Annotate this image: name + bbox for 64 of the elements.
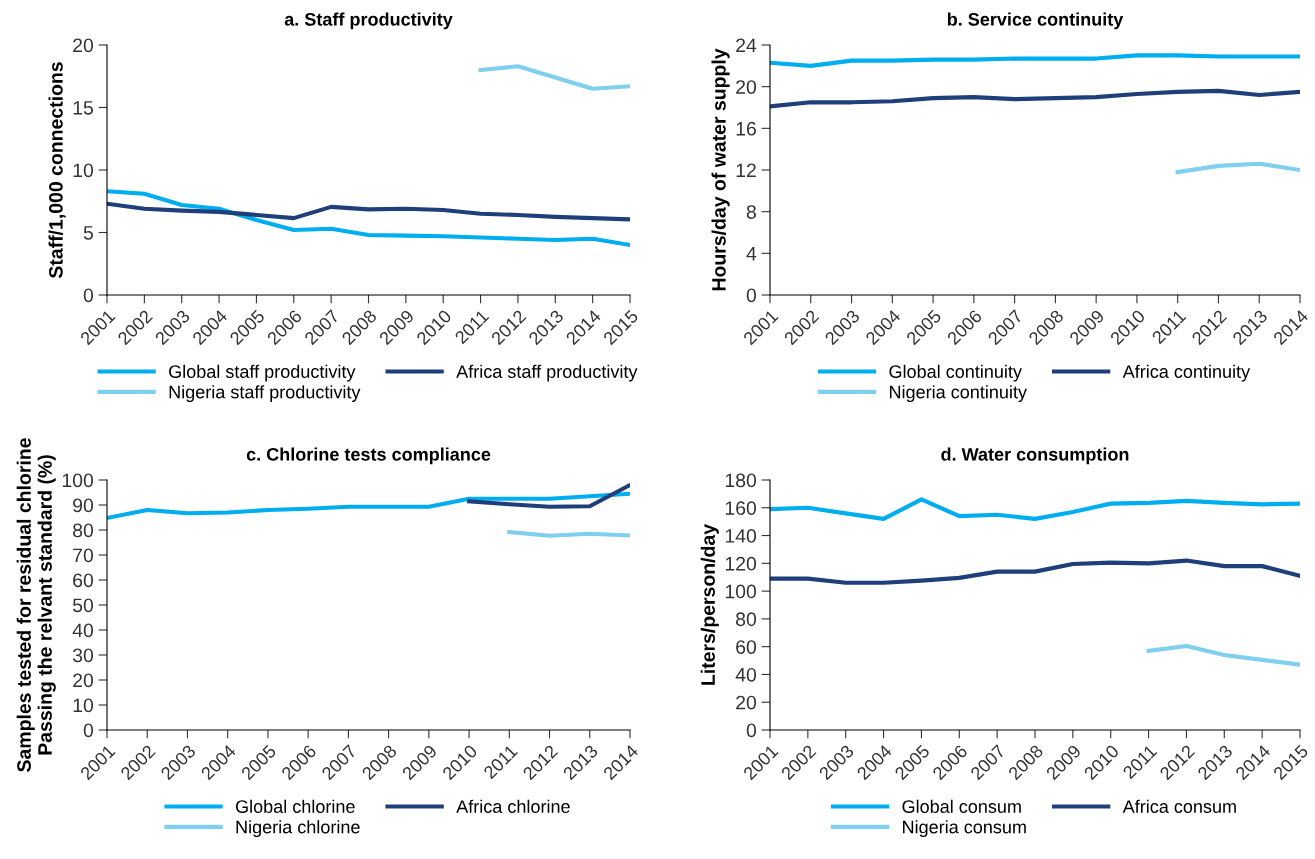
legend-label: Global continuity	[889, 364, 1022, 382]
y-tick-label: 10	[73, 163, 94, 178]
y-tick-label: 50	[72, 598, 94, 613]
line-series	[770, 558, 1300, 585]
line-series	[107, 491, 630, 521]
line-series	[107, 189, 630, 248]
y-tick-label: 40	[735, 667, 757, 682]
line-series	[1175, 161, 1300, 175]
y-tick-label: 0	[746, 723, 757, 738]
y-tick-label: 120	[725, 556, 757, 571]
line-series	[1146, 643, 1300, 667]
y-tick-label: 10	[73, 698, 94, 713]
y-tick-label: 100	[725, 584, 757, 599]
y-tick-label: 60	[73, 573, 94, 588]
legend-label: Africa chlorine	[456, 799, 570, 813]
y-tick-label: 8	[746, 205, 756, 219]
y-tick-label: 80	[736, 612, 757, 627]
y-tick-label: 15	[73, 101, 93, 115]
chart-title: d. Water consumption	[941, 447, 1129, 465]
legend-label: Global staff productivity	[169, 364, 356, 382]
y-axis-title: Samples tested for residual chlorine Passing the relvant standard (%)	[16, 438, 56, 772]
y-tick-label: 20	[736, 695, 757, 710]
y-tick-label: 160	[725, 501, 757, 516]
y-tick-label: 4	[746, 247, 757, 261]
y-tick-label: 80	[73, 523, 94, 538]
chart-title: c. Chlorine tests compliance	[246, 447, 491, 465]
legend-label: Nigeria staff productivity	[169, 385, 361, 402]
line-series	[107, 201, 630, 222]
y-axis-title: Liters/person/day	[700, 524, 719, 685]
y-tick-label: 0	[83, 723, 94, 738]
chart-title: b. Service continuity	[947, 12, 1124, 30]
legend-label: Nigeria chlorine	[236, 820, 360, 837]
legend-label: Global chlorine	[235, 799, 355, 813]
line-series	[770, 53, 1300, 68]
y-tick-label: 0	[83, 288, 94, 303]
y-tick-label: 20	[73, 38, 94, 53]
y-tick-label: 140	[725, 529, 757, 543]
y-tick-label: 20	[736, 80, 757, 94]
line-series	[770, 88, 1300, 109]
line-series	[466, 482, 630, 509]
y-tick-label: 180	[725, 473, 757, 488]
line-series	[478, 64, 630, 91]
y-axis-title: Hours/day of water supply	[711, 48, 730, 291]
y-tick-label: 0	[746, 288, 757, 303]
y-tick-label: 40	[72, 623, 94, 638]
legend-label: Global consum	[902, 799, 1021, 813]
y-axis-title: Staff/1,000 connections	[48, 62, 66, 279]
y-tick-label: 16	[736, 121, 756, 136]
y-tick-label: 20	[73, 673, 94, 688]
y-tick-label: 12	[736, 163, 756, 178]
y-tick-label: 90	[73, 498, 94, 513]
y-tick-label: 60	[736, 640, 757, 654]
legend-label: Africa continuity	[1122, 364, 1251, 382]
legend-label: Africa consum	[1122, 799, 1236, 813]
y-tick-label: 30	[72, 648, 94, 663]
y-tick-label: 70	[73, 548, 94, 563]
legend-label: Nigeria continuity	[889, 385, 1027, 402]
chart-title: a. Staff productivity	[284, 12, 453, 30]
y-tick-label: 100	[62, 473, 94, 488]
y-tick-label: 5	[83, 226, 93, 240]
legend-label: Nigeria consum	[903, 820, 1026, 837]
line-series	[770, 497, 1300, 521]
y-tick-label: 24	[736, 38, 757, 53]
legend-label: Africa staff productivity	[456, 364, 638, 382]
